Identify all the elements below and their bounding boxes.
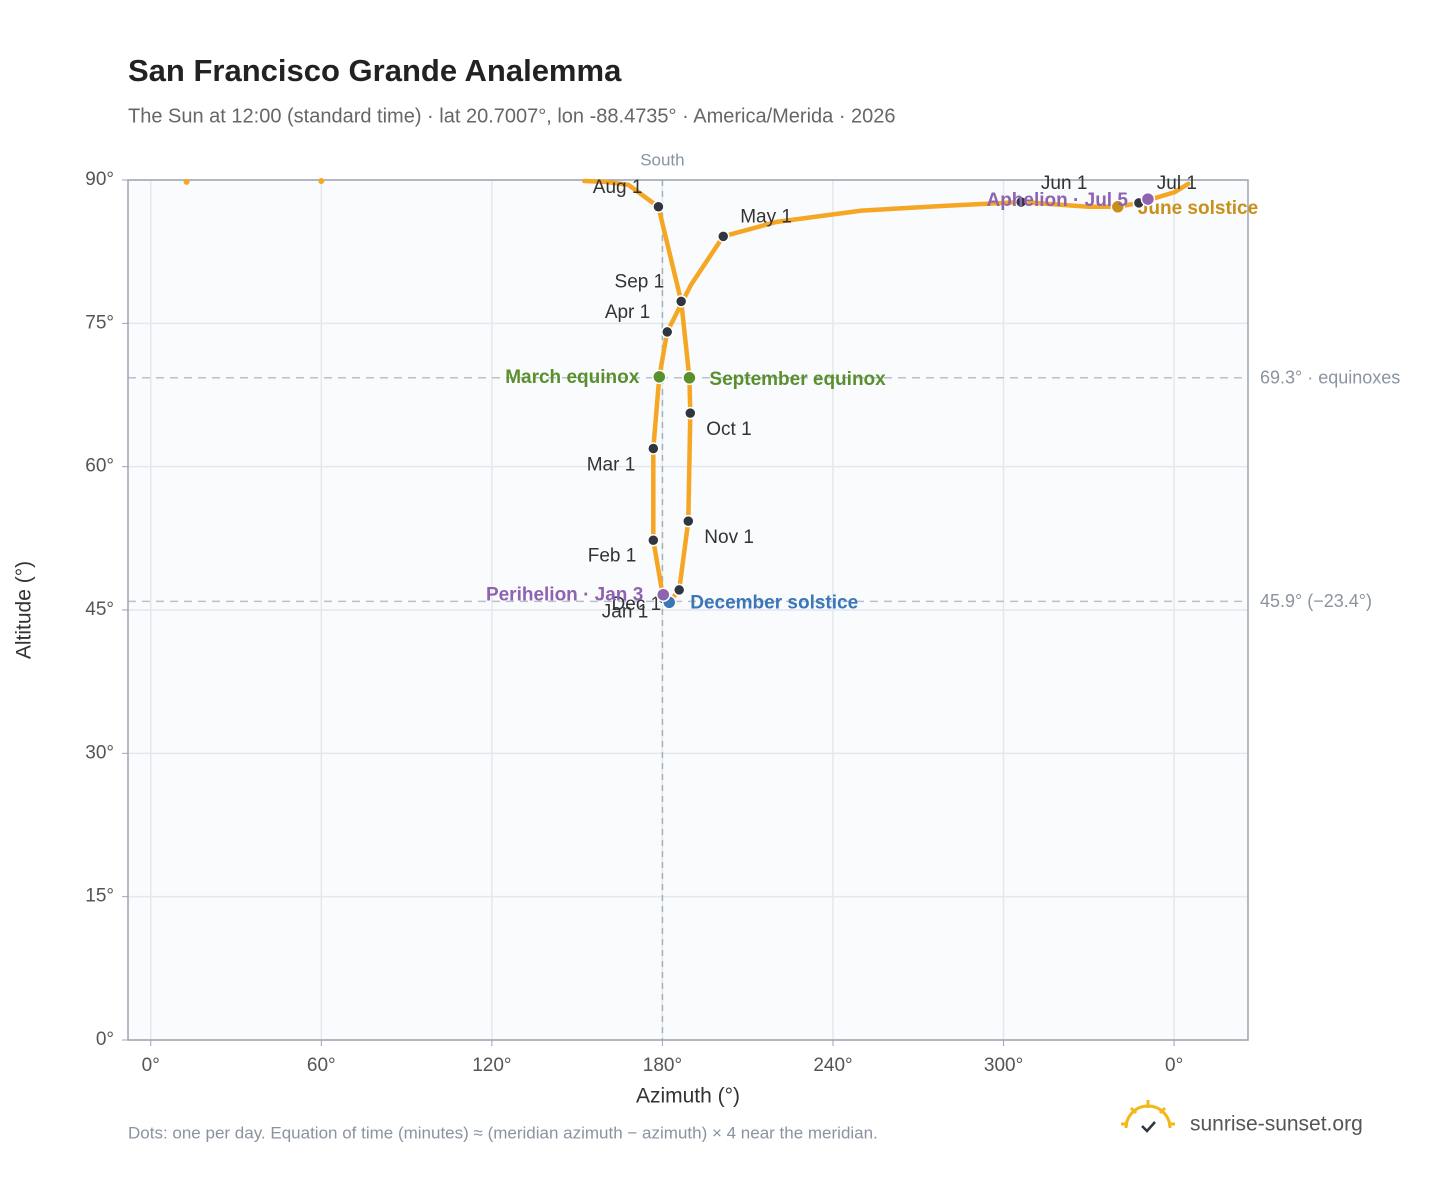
- x-tick-label: 180°: [643, 1055, 682, 1076]
- y-tick-label: 90°: [85, 169, 114, 190]
- month-marker: [1014, 195, 1028, 209]
- y-axis-label: Altitude (°): [13, 561, 36, 659]
- event-label: June solstice: [1138, 198, 1258, 219]
- x-axis-label: Azimuth (°): [636, 1085, 740, 1108]
- month-marker: [647, 442, 660, 455]
- event-label: December solstice: [690, 592, 858, 613]
- event-label: Aphelion · Jul 5: [986, 190, 1128, 211]
- day-dot: [183, 178, 190, 185]
- month-marker: [660, 325, 674, 339]
- x-tick-label: 0°: [142, 1055, 160, 1076]
- y-tick-label: 15°: [85, 886, 114, 907]
- month-marker: [652, 200, 665, 214]
- x-tick-label: 0°: [1165, 1055, 1183, 1076]
- event-label: March equinox: [505, 367, 640, 388]
- month-marker: [672, 583, 686, 597]
- month-label: Oct 1: [706, 419, 751, 440]
- month-marker: [647, 533, 660, 547]
- month-label: Sep 1: [615, 271, 665, 292]
- month-label: May 1: [740, 206, 792, 227]
- month-label: Jan 1: [602, 602, 648, 623]
- y-tick-label: 75°: [85, 312, 114, 333]
- x-tick-label: 60°: [307, 1055, 336, 1076]
- month-marker: [674, 295, 688, 308]
- y-tick-label: 45°: [85, 599, 114, 620]
- x-tick-label: 300°: [984, 1055, 1023, 1076]
- brand-logo: [1121, 1100, 1175, 1133]
- event-label: Perihelion · Jan 3: [486, 585, 643, 606]
- event-marker: [656, 587, 671, 602]
- month-label: Jul 1: [1157, 173, 1197, 194]
- event-label: September equinox: [709, 369, 886, 390]
- chart-subtitle: The Sun at 12:00 (standard time) · lat 2…: [128, 105, 896, 127]
- day-dot: [318, 177, 325, 184]
- y-tick-label: 0°: [96, 1029, 114, 1050]
- month-label: Feb 1: [588, 545, 637, 566]
- x-tick-label: 240°: [813, 1055, 852, 1076]
- y-tick-label: 30°: [85, 742, 114, 763]
- month-label: Aug 1: [593, 177, 643, 198]
- month-marker: [716, 230, 730, 243]
- month-label: Apr 1: [605, 302, 650, 323]
- analemma-line: [581, 178, 693, 605]
- reference-label: 45.9° (−23.4°): [1260, 591, 1372, 611]
- x-tick-label: 120°: [472, 1055, 511, 1076]
- footnote: Dots: one per day. Equation of time (min…: [128, 1123, 878, 1142]
- month-label: Dec 1: [612, 594, 662, 615]
- month-label: Nov 1: [704, 527, 754, 548]
- brand-name: sunrise-sunset.org: [1190, 1113, 1363, 1136]
- reference-label: 69.3° · equinoxes: [1260, 368, 1400, 388]
- meridian-label: South: [640, 150, 684, 169]
- event-marker: [1110, 199, 1126, 215]
- month-marker: [684, 406, 697, 420]
- event-marker: [1140, 191, 1156, 207]
- event-marker: [652, 369, 667, 385]
- event-marker: [682, 370, 697, 386]
- month-label: Mar 1: [587, 455, 636, 476]
- month-marker: [682, 514, 695, 528]
- chart-title: San Francisco Grande Analemma: [128, 53, 622, 88]
- y-tick-label: 60°: [85, 456, 114, 477]
- month-label: Jun 1: [1041, 173, 1087, 194]
